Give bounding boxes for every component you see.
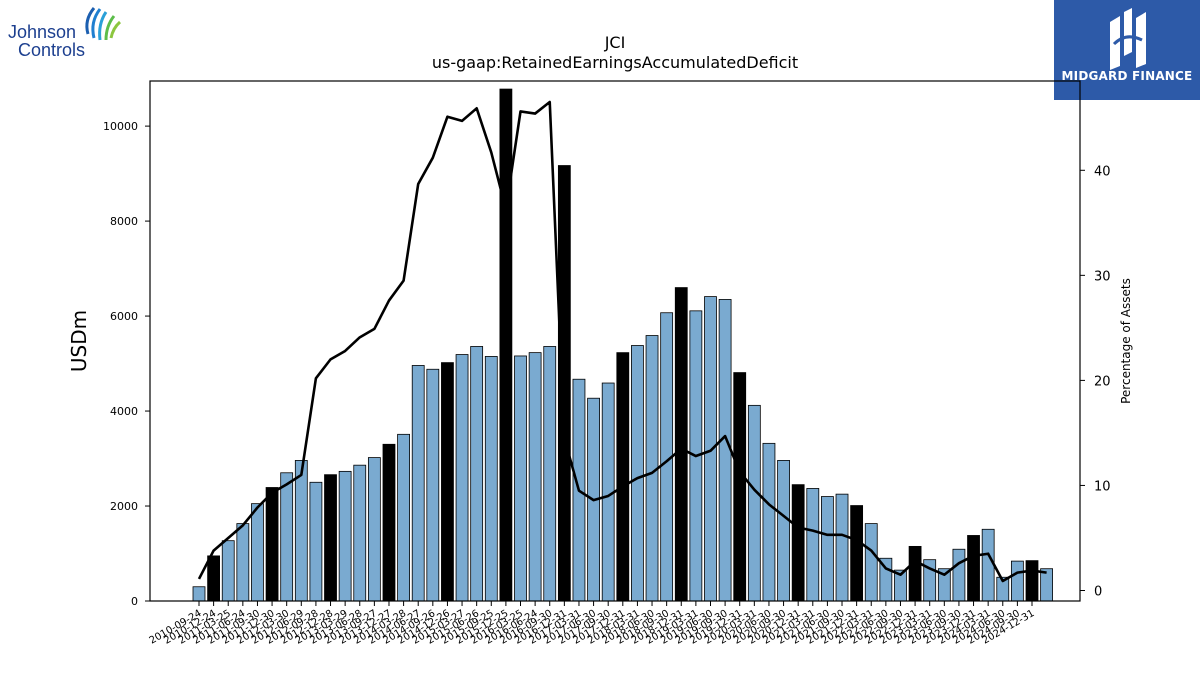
bar-2011-06-24 xyxy=(236,523,250,602)
y2-tick-label: 0 xyxy=(1094,584,1102,599)
bar-2015-09-25 xyxy=(484,356,498,602)
bar-undefined xyxy=(1040,568,1053,602)
chart-subtitle: us-gaap:RetainedEarningsAccumulatedDefic… xyxy=(432,53,798,72)
bar-2024-03-31 xyxy=(981,528,995,602)
y-axis-label: USDm xyxy=(67,310,91,372)
percent-line-group xyxy=(197,100,1047,583)
y-tick-label: 2000 xyxy=(110,500,138,513)
bar-2013-06-28 xyxy=(353,464,367,602)
bar-2011-09-30 xyxy=(251,503,264,602)
bar-2024-12-31 xyxy=(1025,560,1039,602)
bar-2021-06-30 xyxy=(821,496,834,602)
bar-2019-06-30 xyxy=(704,296,717,602)
bar-2018-12-31 xyxy=(674,287,688,602)
y-tick-label: 10000 xyxy=(103,120,138,133)
johnson-controls-swirl-icon xyxy=(85,7,122,41)
bar-2017-12-31 xyxy=(616,352,630,602)
bar-2022-03-31 xyxy=(864,523,878,602)
bar-2020-06-30 xyxy=(762,442,776,602)
bar-2023-09-30 xyxy=(952,548,966,602)
bar-2016-06-24 xyxy=(528,352,542,602)
bar-2020-09-30 xyxy=(777,460,790,602)
bar-2021-03-31 xyxy=(806,488,820,602)
bar-2012-03-30 xyxy=(280,472,294,602)
midgard-finance-label: MIDGARD FINANCE xyxy=(1061,69,1193,83)
y2-tick-label: 30 xyxy=(1094,269,1111,284)
bar-2013-12-27 xyxy=(382,443,396,602)
bar-2014-09-26 xyxy=(426,368,440,602)
bar-2015-06-26 xyxy=(470,346,484,602)
y-tick-label: 0 xyxy=(131,595,138,608)
bar-2023-12-31 xyxy=(967,535,980,602)
y-tick-label: 6000 xyxy=(110,310,138,323)
bar-2020-03-31 xyxy=(747,404,761,602)
midgard-finance-logo: MIDGARD FINANCE xyxy=(1054,0,1200,100)
bar-2015-03-27 xyxy=(455,354,469,602)
bar-2011-03-25 xyxy=(221,540,235,602)
y2-tick-label: 20 xyxy=(1094,374,1111,389)
bars-group xyxy=(192,88,1053,602)
y-ticks: 0 2000 4000 6000 8000 10000 xyxy=(103,120,150,608)
bar-2010-12-24 xyxy=(207,555,220,602)
y-tick-label: 8000 xyxy=(110,215,138,228)
bar-2013-03-29 xyxy=(338,470,352,602)
bar-2024-09-30 xyxy=(1010,560,1024,602)
plot-frame xyxy=(149,80,1081,602)
bar-2014-06-27 xyxy=(411,365,425,602)
bar-2015-12-25 xyxy=(499,88,513,602)
bar-2019-12-31 xyxy=(733,372,747,602)
bar-2016-09-30 xyxy=(543,346,557,602)
midgard-emblem-icon xyxy=(1110,8,1146,70)
bar-2014-12-26 xyxy=(441,362,454,602)
logo-left-line1: Johnson xyxy=(8,22,76,42)
bar-2016-03-25 xyxy=(514,355,527,602)
y2-tick-label: 40 xyxy=(1094,164,1111,179)
logo-left-line2: Controls xyxy=(18,40,85,60)
bar-2012-06-29 xyxy=(294,460,308,602)
bar-2021-09-30 xyxy=(835,493,849,602)
chart-title: JCI xyxy=(604,33,626,52)
bar-2012-12-28 xyxy=(324,474,337,602)
bar-2018-03-31 xyxy=(631,345,644,602)
bar-2010-09-24 xyxy=(192,586,206,602)
bar-2012-09-28 xyxy=(309,481,323,602)
bar-2020-12-31 xyxy=(791,484,805,602)
bar-2016-12-31 xyxy=(557,165,571,602)
x-ticks: 2010-09-242010-12-242011-03-252011-06-24… xyxy=(148,601,1037,647)
y2-tick-label: 10 xyxy=(1094,479,1111,494)
bar-2021-12-31 xyxy=(850,505,864,602)
bar-2022-12-31 xyxy=(908,545,922,602)
bar-2014-03-28 xyxy=(397,433,410,602)
y2-axis-label: Percentage of Assets xyxy=(1119,278,1133,404)
y2-ticks: 0 10 20 30 40 xyxy=(1080,164,1111,599)
bar-2011-12-30 xyxy=(265,487,279,602)
johnson-controls-logo: Johnson Controls xyxy=(6,6,126,62)
bar-2019-09-30 xyxy=(718,299,732,602)
y-tick-label: 4000 xyxy=(110,405,138,418)
percent-of-assets-line xyxy=(197,100,1047,583)
bar-2013-09-27 xyxy=(367,457,381,602)
